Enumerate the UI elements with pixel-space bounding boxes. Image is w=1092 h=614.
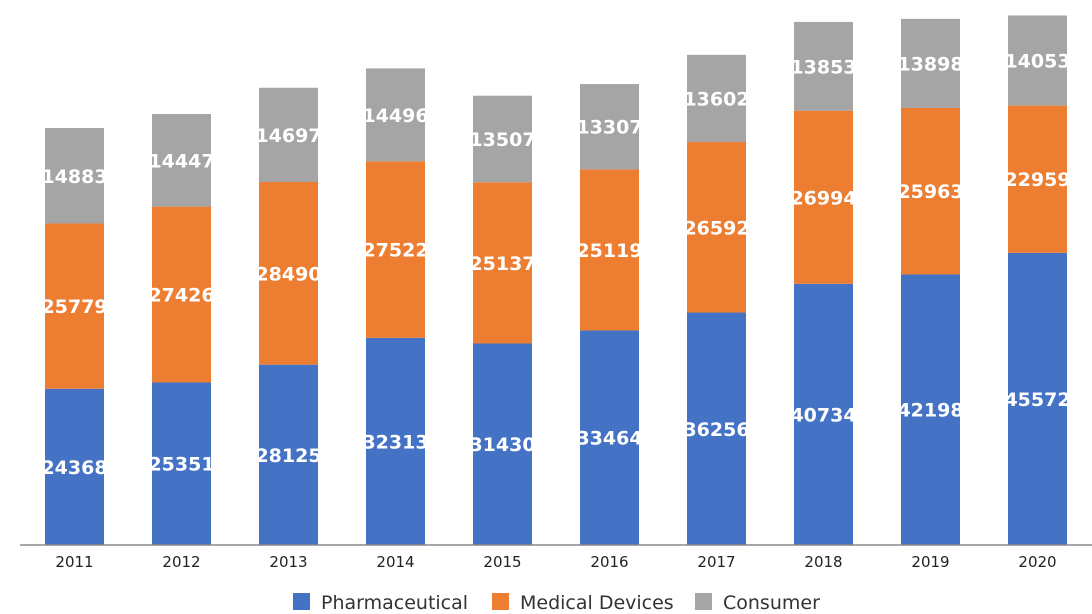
bar-pharmaceutical-2011 [45,388,104,545]
data-label-medical-devices-2014: 27522 [362,240,428,262]
x-tick-label: 2012 [162,553,200,571]
data-label-consumer-2012: 14447 [148,150,214,172]
bars-group [45,15,1067,546]
bar-consumer-2015 [473,95,532,183]
data-label-medical-devices-2016: 25119 [576,240,642,262]
data-label-pharmaceutical-2018: 40734 [790,404,856,426]
bar-medical-devices-2015 [473,182,532,344]
bar-medical-devices-2012 [152,206,211,383]
x-tick-label: 2016 [590,553,628,571]
bar-consumer-2014 [366,68,425,162]
x-tick-label: 2011 [55,553,93,571]
bar-consumer-2020 [1008,15,1067,106]
legend-label-pharmaceutical: Pharmaceutical [321,592,468,614]
x-tick-label: 2020 [1018,553,1056,571]
bar-medical-devices-2019 [901,107,960,275]
data-label-medical-devices-2017: 26592 [683,217,749,239]
bar-medical-devices-2017 [687,142,746,313]
x-tick-label: 2015 [483,553,521,571]
bar-pharmaceutical-2014 [366,337,425,545]
data-label-pharmaceutical-2013: 28125 [255,445,321,467]
data-label-pharmaceutical-2020: 45572 [1004,389,1070,411]
data-label-medical-devices-2020: 22959 [1004,169,1070,191]
bar-medical-devices-2014 [366,161,425,338]
data-label-pharmaceutical-2015: 31430 [469,434,535,456]
x-tick-label: 2017 [697,553,735,571]
legend-label-medical-devices: Medical Devices [520,592,674,614]
bar-consumer-2018 [794,21,853,111]
data-label-medical-devices-2019: 25963 [897,181,963,203]
bar-consumer-2017 [687,54,746,143]
legend: Pharmaceutical Medical Devices Consumer [293,592,820,614]
data-label-consumer-2019: 13898 [897,53,963,75]
bar-pharmaceutical-2018 [794,283,853,545]
bar-consumer-2019 [901,18,960,108]
legend-swatch-pharmaceutical [293,593,310,610]
data-label-medical-devices-2015: 25137 [469,253,535,275]
bar-consumer-2013 [259,87,318,182]
legend-label-consumer: Consumer [723,592,820,614]
bar-consumer-2016 [580,84,639,170]
data-label-medical-devices-2012: 27426 [148,285,214,307]
x-tick-label: 2019 [911,553,949,571]
x-tick-label: 2013 [269,553,307,571]
bar-pharmaceutical-2017 [687,312,746,545]
bar-pharmaceutical-2020 [1008,252,1067,546]
bar-medical-devices-2013 [259,181,318,365]
data-label-consumer-2013: 14697 [255,125,321,147]
x-tick-label: 2014 [376,553,414,571]
bar-consumer-2012 [152,113,211,207]
data-label-consumer-2015: 13507 [469,129,535,151]
data-label-consumer-2017: 13602 [683,88,749,110]
bar-pharmaceutical-2019 [901,274,960,545]
data-label-consumer-2018: 13853 [790,56,856,78]
data-label-pharmaceutical-2017: 36256 [683,419,749,441]
data-label-pharmaceutical-2014: 32313 [362,431,428,453]
data-label-pharmaceutical-2016: 33464 [576,428,642,450]
x-tick-label: 2018 [804,553,842,571]
data-label-medical-devices-2013: 28490 [255,263,321,285]
legend-swatch-medical-devices [492,593,509,610]
x-tick-labels: 2011 2012 2013 2014 2015 2016 2017 2018 2019 2020 [55,553,1056,571]
legend-swatch-consumer [695,593,712,610]
data-label-pharmaceutical-2012: 25351 [148,454,214,476]
data-label-pharmaceutical-2011: 24368 [41,457,107,479]
segment-labels-group: 24368 25779 14883 25351 27426 14447 28125 28490… [41,51,1070,479]
bar-medical-devices-2016 [580,169,639,331]
bar-pharmaceutical-2016 [580,330,639,545]
data-label-consumer-2014: 14496 [362,105,428,127]
data-label-medical-devices-2011: 25779 [41,296,107,318]
data-label-medical-devices-2018: 26994 [790,187,856,209]
data-label-consumer-2020: 14053 [1004,51,1070,73]
bar-pharmaceutical-2012 [152,382,211,545]
bar-pharmaceutical-2013 [259,364,318,545]
data-label-consumer-2011: 14883 [41,166,107,188]
bar-medical-devices-2018 [794,110,853,284]
bar-pharmaceutical-2015 [473,343,532,545]
bar-consumer-2011 [45,128,104,224]
bar-medical-devices-2011 [45,223,104,389]
data-label-consumer-2016: 13307 [576,117,642,139]
data-label-pharmaceutical-2019: 42198 [897,400,963,422]
bar-medical-devices-2020 [1008,105,1067,253]
